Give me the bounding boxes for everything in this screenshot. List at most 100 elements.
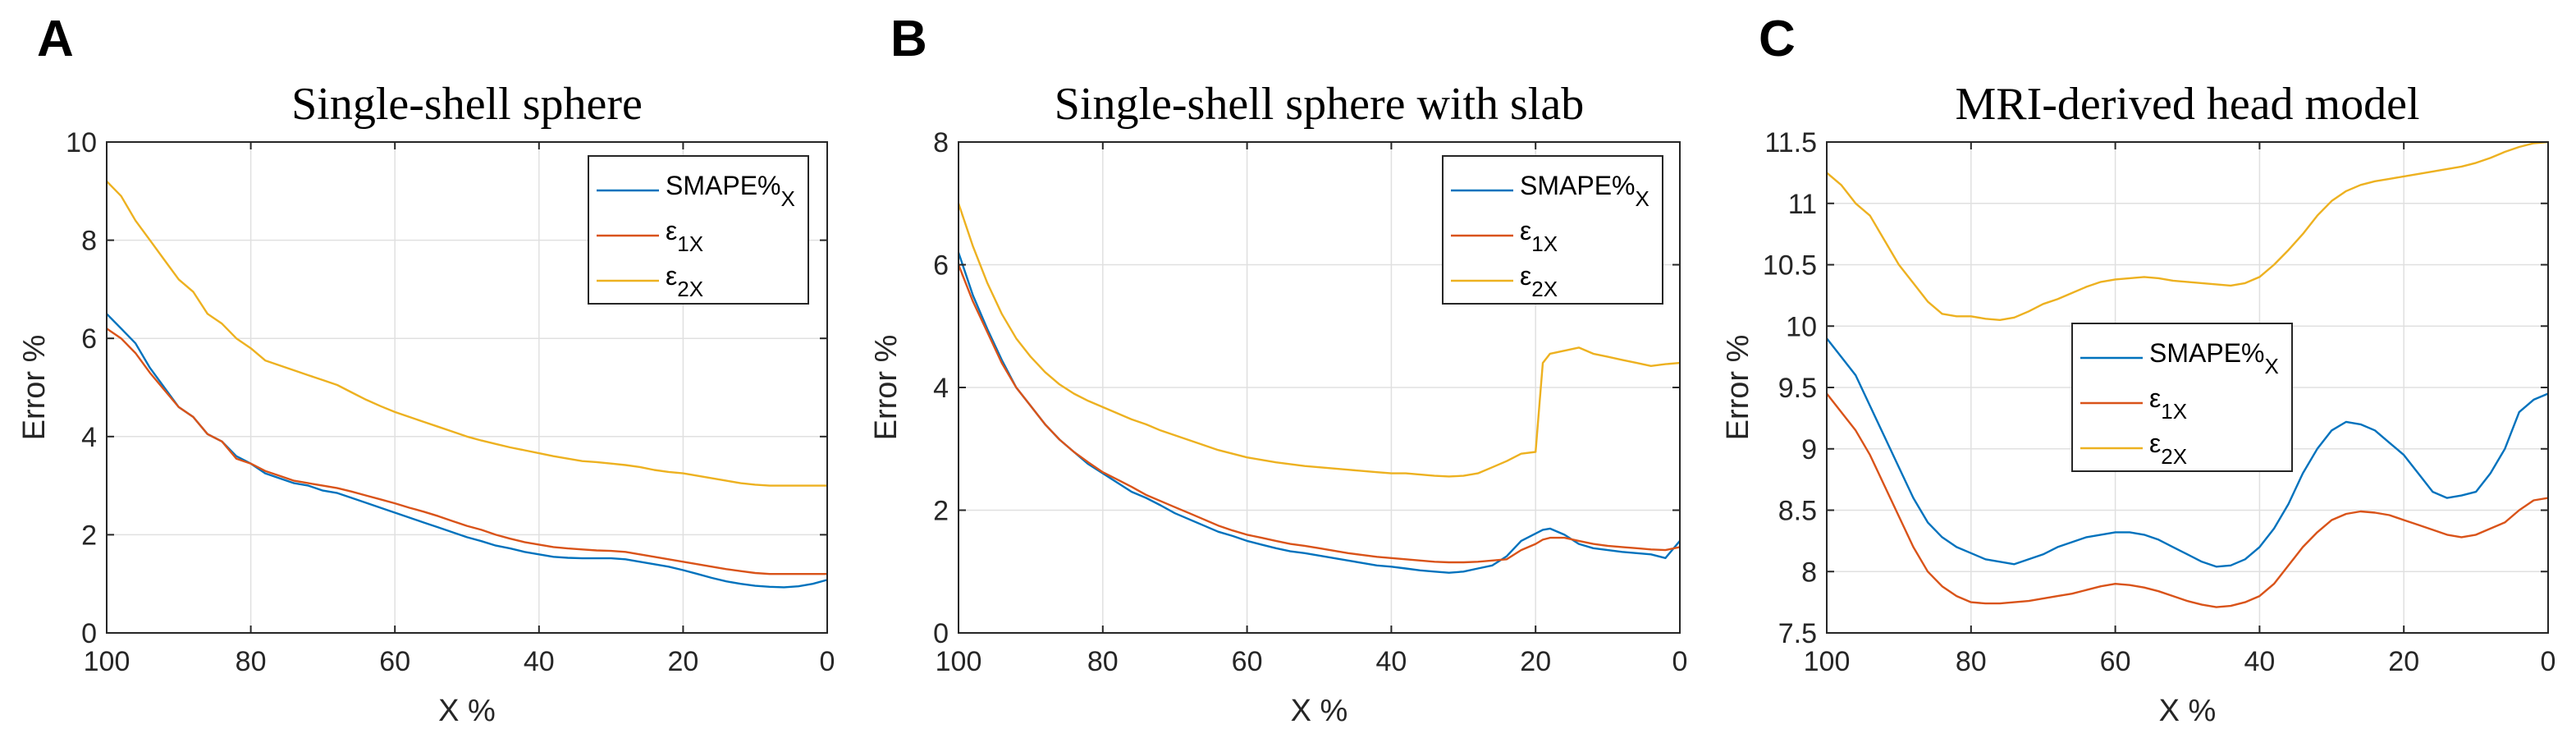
x-axis-label: X % xyxy=(2159,694,2217,728)
legend-label-subscript: X xyxy=(1635,186,1649,211)
x-tick-label: 40 xyxy=(524,646,555,677)
series-line-ε2X xyxy=(1826,140,2549,321)
x-tick-label: 100 xyxy=(1804,646,1851,677)
legend-label-main: ε xyxy=(1520,216,1531,245)
y-axis-label: Error % xyxy=(17,335,52,441)
x-tick-label: 60 xyxy=(1232,646,1263,677)
y-tick-label: 9 xyxy=(1801,434,1817,465)
legend-label-main: ε xyxy=(666,216,677,245)
x-axis-label: X % xyxy=(438,694,496,728)
panel-letter: B xyxy=(890,11,927,67)
y-tick-label: 0 xyxy=(81,618,97,649)
legend-label-subscript: 2X xyxy=(2161,444,2187,469)
panel-c: C MRI-derived head model 100 80 60 40 20 0 7.5 8 8… xyxy=(1721,11,2555,728)
y-tick-label: 6 xyxy=(933,250,949,282)
series-line-ε2X xyxy=(957,203,1681,478)
x-tick-label: 0 xyxy=(820,646,835,677)
legend-label-main: ε xyxy=(2149,429,2161,458)
chart-title: Single-shell sphere xyxy=(291,79,643,130)
legend-entry: ε2X xyxy=(597,261,703,301)
series-line-ε1X xyxy=(1826,392,2549,608)
legend-label: SMAPE%X xyxy=(666,171,795,211)
legend-entry: ε1X xyxy=(1451,216,1558,256)
legend-label-subscript: 1X xyxy=(677,231,703,256)
x-tick-label: 0 xyxy=(2541,646,2556,677)
legend-label-main: ε xyxy=(1520,261,1531,291)
legend-label-subscript: 1X xyxy=(1531,231,1558,256)
legend-label-subscript: 2X xyxy=(677,277,703,301)
legend-entry: ε2X xyxy=(1451,261,1558,301)
x-tick-label: 80 xyxy=(236,646,267,677)
legend-label-subscript: 2X xyxy=(1531,277,1558,301)
legend-label: ε1X xyxy=(1520,216,1558,256)
y-tick-label: 4 xyxy=(933,373,949,404)
y-tick-label: 10.5 xyxy=(1763,250,1817,282)
legend-label-subscript: X xyxy=(780,186,794,211)
legend-label-subscript: X xyxy=(2264,354,2278,378)
legend-label-main: SMAPE% xyxy=(2149,338,2264,368)
y-tick-label: 10 xyxy=(66,127,97,158)
legend-entry: SMAPE%X xyxy=(1451,171,1649,211)
legend-label: ε1X xyxy=(666,216,703,256)
chart-title: MRI-derived head model xyxy=(1955,79,2419,130)
legend-label-main: ε xyxy=(666,261,677,291)
x-tick-label: 100 xyxy=(936,646,982,677)
legend-label-main: ε xyxy=(2149,383,2161,413)
legend-label-main: SMAPE% xyxy=(666,171,780,200)
x-tick-label: 60 xyxy=(2100,646,2131,677)
x-tick-label: 20 xyxy=(2388,646,2419,677)
y-tick-label: 11.5 xyxy=(1764,127,1817,158)
legend-label: ε1X xyxy=(2149,383,2187,424)
series-line-SMAPE%X xyxy=(1826,337,2549,568)
y-tick-label: 8 xyxy=(81,226,97,257)
legend-label-subscript: 1X xyxy=(2161,399,2187,424)
x-tick-label: 40 xyxy=(1375,646,1407,677)
y-tick-label: 0 xyxy=(933,618,949,649)
series-line-ε1X xyxy=(106,328,827,575)
x-axis-label: X % xyxy=(1291,694,1348,728)
y-tick-label: 8 xyxy=(933,127,949,158)
series-line-ε1X xyxy=(957,264,1681,564)
y-axis-label: Error % xyxy=(869,335,904,441)
x-tick-label: 0 xyxy=(1672,646,1688,677)
x-tick-label: 80 xyxy=(1087,646,1119,677)
legend-entry: SMAPE%X xyxy=(597,171,795,211)
legend-box xyxy=(2071,323,2293,472)
legend-entry: ε2X xyxy=(2080,429,2187,469)
y-tick-label: 2 xyxy=(933,496,949,527)
x-tick-label: 20 xyxy=(1520,646,1551,677)
legend-label: SMAPE%X xyxy=(1520,171,1649,211)
y-tick-label: 9.5 xyxy=(1778,373,1817,404)
axes-box xyxy=(106,141,828,634)
legend-label: SMAPE%X xyxy=(2149,338,2279,378)
legend-box xyxy=(1442,155,1663,305)
legend-entry: SMAPE%X xyxy=(2080,338,2279,378)
x-tick-label: 20 xyxy=(667,646,698,677)
series-line-ε2X xyxy=(106,180,827,487)
y-tick-label: 4 xyxy=(81,422,97,453)
x-tick-label: 40 xyxy=(2244,646,2275,677)
x-tick-label: 80 xyxy=(1956,646,1987,677)
panel-letter: C xyxy=(1759,11,1796,67)
legend-entry: ε1X xyxy=(597,216,703,256)
y-tick-label: 10 xyxy=(1786,311,1817,342)
y-tick-label: 6 xyxy=(81,323,97,355)
legend-entry: ε1X xyxy=(2080,383,2187,424)
panel-a: A Single-shell sphere 100 80 60 40 20 0 0 2 4 6 8 10 X… xyxy=(17,11,835,728)
panel-letter: A xyxy=(37,11,74,67)
x-tick-label: 60 xyxy=(379,646,410,677)
legend-label: ε2X xyxy=(1520,261,1558,301)
y-tick-label: 11 xyxy=(1788,189,1817,220)
legend-label: ε2X xyxy=(666,261,703,301)
y-tick-label: 8.5 xyxy=(1778,496,1817,527)
legend-label: ε2X xyxy=(2149,429,2187,469)
legend-box xyxy=(588,155,809,305)
x-tick-label: 100 xyxy=(84,646,130,677)
y-tick-label: 8 xyxy=(1801,557,1817,588)
chart-title: Single-shell sphere with slab xyxy=(1055,79,1584,130)
